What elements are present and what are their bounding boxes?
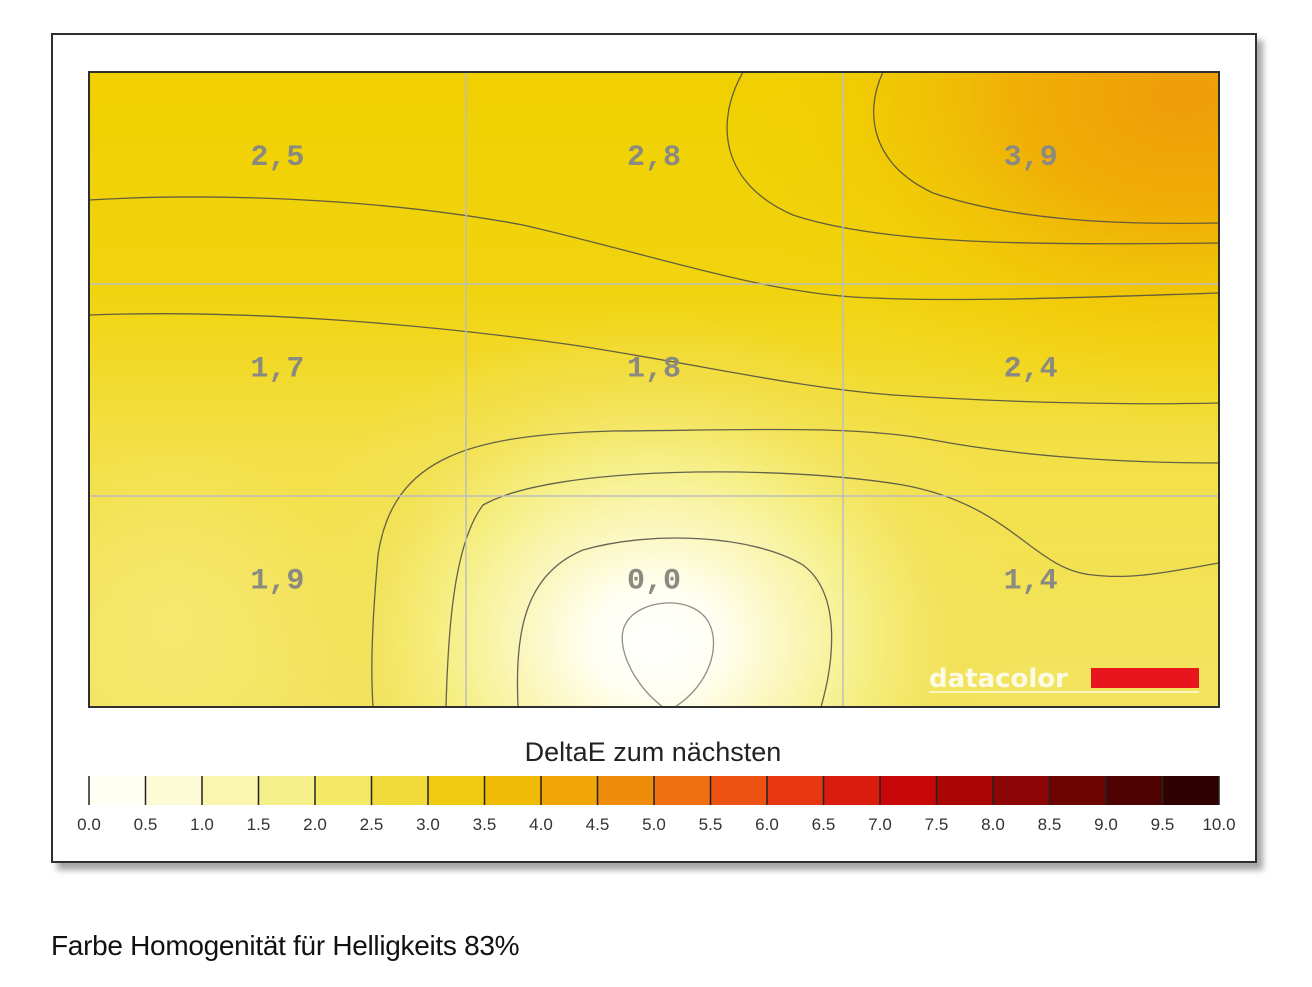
colorbar-segment <box>710 776 768 805</box>
colorbar-tick-label: 8.5 <box>1038 815 1062 834</box>
colorbar-segment <box>767 776 824 805</box>
colorbar-segment <box>258 776 316 805</box>
colorbar-segment <box>993 776 1050 805</box>
colorbar-segment <box>484 776 542 805</box>
contour-lines <box>89 72 1219 707</box>
watermark-text: datacolor <box>929 664 1068 694</box>
colorbar-segment <box>541 776 598 805</box>
watermark: datacolor <box>929 664 1199 694</box>
colorbar-segment <box>315 776 372 805</box>
colorbar-segment <box>428 776 485 805</box>
colorbar-label: DeltaE zum nächsten <box>525 737 782 767</box>
colorbar-tick-label: 3.0 <box>416 815 440 834</box>
colorbar <box>89 776 1220 805</box>
cell-value-label: 1,8 <box>627 353 681 387</box>
colorbar-tick-label: 5.5 <box>699 815 723 834</box>
colorbar-tick-label: 0.0 <box>77 815 101 834</box>
colorbar-tick-label: 2.5 <box>360 815 384 834</box>
colorbar-tick-label: 0.5 <box>134 815 158 834</box>
chart-panel: datacolor 2,5 2,8 3,9 1,7 1,8 2,4 1,9 0,0 1,4 De… <box>51 33 1257 863</box>
colorbar-tick-label: 9.0 <box>1094 815 1118 834</box>
colorbar-tick-label: 1.5 <box>247 815 271 834</box>
colorbar-segment <box>145 776 203 805</box>
colorbar-ticks: 0.0 0.5 1.0 1.5 2.0 2.5 3.0 3.5 4.0 4.5 5.0 5.5 6.0 6… <box>77 776 1236 834</box>
colorbar-segment <box>597 776 655 805</box>
cell-value-label: 1,7 <box>250 353 304 387</box>
colorbar-tick-label: 9.5 <box>1151 815 1175 834</box>
colorbar-segment <box>936 776 994 805</box>
colorbar-tick-label: 7.5 <box>925 815 949 834</box>
colorbar-tick-label: 5.0 <box>642 815 666 834</box>
colorbar-tick-label: 2.0 <box>303 815 327 834</box>
colorbar-segment <box>654 776 711 805</box>
cell-value-label: 3,9 <box>1004 141 1058 175</box>
heatmap-field: datacolor <box>89 72 1219 707</box>
colorbar-segment <box>89 776 146 805</box>
grid-lines <box>89 72 1219 707</box>
colorbar-segment <box>880 776 937 805</box>
cell-value-label: 2,8 <box>627 141 681 175</box>
colorbar-segment <box>1106 776 1163 805</box>
cell-labels: 2,5 2,8 3,9 1,7 1,8 2,4 1,9 0,0 1,4 <box>250 141 1057 598</box>
colorbar-segment <box>1162 776 1220 805</box>
chart-svg: datacolor 2,5 2,8 3,9 1,7 1,8 2,4 1,9 0,0 1,4 De… <box>77 71 1236 834</box>
watermark-bar <box>1091 668 1199 688</box>
colorbar-segment <box>202 776 259 805</box>
colorbar-tick-label: 4.5 <box>586 815 610 834</box>
colorbar-segment <box>371 776 429 805</box>
colorbar-segment <box>1049 776 1107 805</box>
colorbar-tick-label: 3.5 <box>473 815 497 834</box>
cell-value-label: 2,4 <box>1004 353 1058 387</box>
colorbar-tick-label: 10.0 <box>1202 815 1235 834</box>
cell-value-label: 1,4 <box>1004 564 1058 598</box>
colorbar-tick-label: 6.5 <box>812 815 836 834</box>
plot-border <box>88 71 1220 708</box>
colorbar-tick-label: 8.0 <box>981 815 1005 834</box>
colorbar-tick-label: 1.0 <box>190 815 214 834</box>
chart-caption: Farbe Homogenität für Helligkeits 83% <box>51 930 520 961</box>
cell-value-label: 2,5 <box>250 141 304 175</box>
colorbar-tick-label: 7.0 <box>868 815 892 834</box>
colorbar-segment <box>823 776 881 805</box>
cell-value-label: 0,0 <box>627 564 681 598</box>
colorbar-tick-label: 4.0 <box>529 815 553 834</box>
colorbar-tick-label: 6.0 <box>755 815 779 834</box>
cell-value-label: 1,9 <box>250 564 304 598</box>
